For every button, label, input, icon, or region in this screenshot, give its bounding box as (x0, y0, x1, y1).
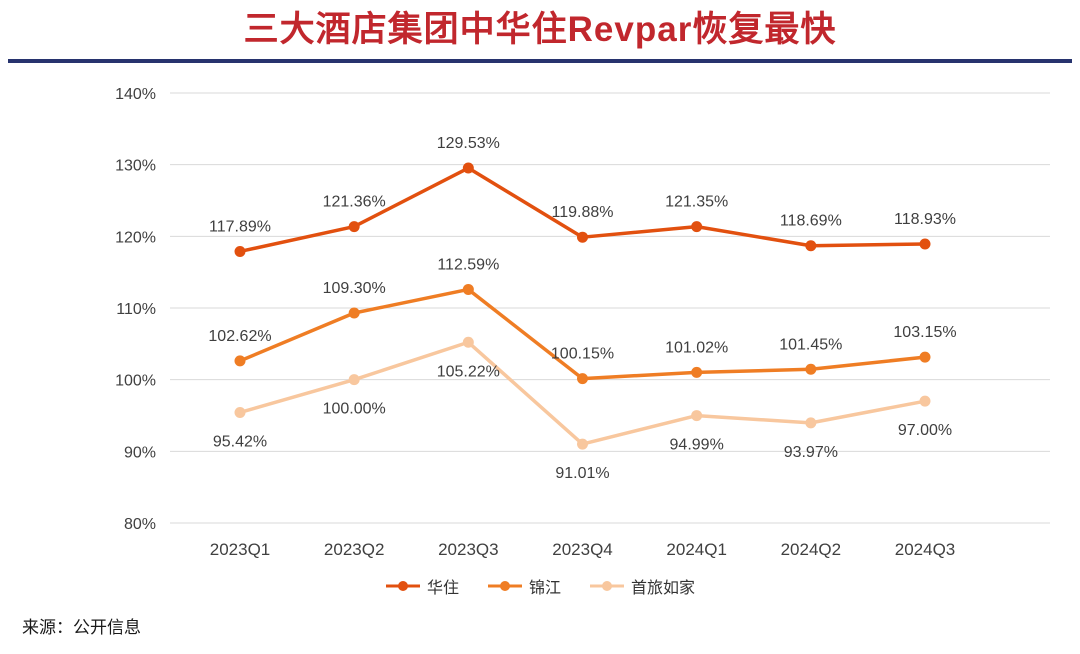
data-label: 97.00% (898, 422, 952, 439)
title-underline (8, 59, 1072, 63)
series-point (691, 410, 703, 422)
x-tick-label: 2023Q1 (210, 540, 271, 559)
series-point (348, 374, 360, 386)
y-tick-label: 140% (115, 86, 156, 103)
y-tick-label: 90% (124, 444, 156, 461)
series-point (919, 395, 931, 407)
legend-label: 锦江 (528, 580, 561, 597)
data-label: 93.97% (784, 444, 838, 461)
series-point (691, 366, 703, 378)
series-point (919, 238, 931, 250)
y-tick-label: 100% (115, 373, 156, 390)
series-point (234, 406, 246, 418)
series-point (234, 245, 246, 257)
data-label: 119.88% (552, 204, 614, 221)
data-label: 102.62% (208, 328, 271, 345)
series-point (577, 231, 588, 243)
data-label: 121.35% (665, 194, 728, 211)
y-tick-label: 130% (115, 158, 156, 175)
x-tick-label: 2024Q2 (781, 540, 842, 559)
series-point (805, 417, 817, 429)
data-label: 101.45% (779, 336, 842, 353)
series-line (238, 287, 927, 381)
data-label: 118.93% (894, 211, 956, 228)
legend-line-marker-icon (385, 581, 420, 591)
data-label: 100.15% (551, 346, 614, 363)
legend-label: 华住 (426, 580, 459, 597)
series-point (348, 307, 360, 319)
x-tick-label: 2024Q1 (666, 540, 727, 559)
data-label: 117.89% (209, 218, 271, 235)
data-label: 94.99% (670, 437, 724, 454)
y-tick-label: 80% (124, 516, 156, 533)
legend-line-marker-icon (487, 581, 522, 591)
series-point (462, 162, 474, 174)
legend-item-0: 华住 (385, 574, 459, 598)
data-label: 100.00% (323, 401, 386, 418)
source-note: 来源：公开信息 (22, 618, 141, 637)
series-point (348, 221, 360, 233)
data-label: 105.22% (437, 363, 500, 380)
series-point (234, 355, 246, 367)
series-point (577, 438, 588, 450)
x-tick-label: 2023Q2 (324, 540, 385, 559)
data-label: 129.53% (437, 135, 500, 152)
series-point (805, 240, 817, 252)
data-label: 109.30% (323, 280, 386, 297)
data-label: 118.69% (780, 213, 842, 230)
y-tick-label: 110% (116, 301, 156, 318)
series-point (462, 283, 474, 295)
legend-line-marker-icon (590, 581, 624, 591)
x-tick-label: 2023Q4 (552, 540, 613, 559)
series-point (691, 221, 703, 233)
data-label: 112.59% (437, 256, 499, 273)
x-tick-label: 2024Q3 (895, 540, 956, 559)
data-label: 121.36% (323, 194, 386, 211)
data-label: 91.01% (555, 465, 609, 482)
series-point (462, 336, 474, 348)
x-tick-label: 2023Q3 (438, 540, 499, 559)
chart-header: 三大酒店集团中华住Revpar恢复最快 (0, 0, 1080, 63)
data-label: 95.42% (213, 433, 267, 450)
line-chart-canvas: 80% 90% 100% 110% 120% 130% 140% 2023Q1 2023Q2 20… (115, 86, 1050, 559)
data-label: 101.02% (665, 339, 728, 356)
legend-label: 首旅如家 (631, 580, 696, 597)
series-point (919, 351, 931, 363)
chart-title: 三大酒店集团中华住Revpar恢复最快 (243, 10, 837, 49)
chart-legend: 华住 锦江 首旅如家 (0, 575, 1080, 597)
legend-item-1: 锦江 (487, 574, 561, 598)
data-label: 103.15% (893, 324, 956, 341)
legend-item-2: 首旅如家 (589, 574, 695, 598)
y-tick-label: 120% (115, 229, 156, 246)
series-point (577, 373, 588, 385)
series-point (805, 363, 817, 375)
